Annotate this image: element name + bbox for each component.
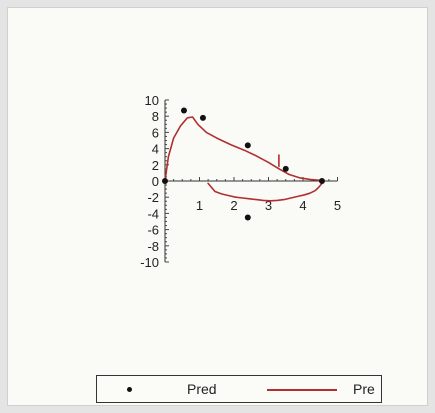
y-tick-label: -6 bbox=[147, 223, 159, 238]
x-tick-label: 4 bbox=[299, 198, 306, 213]
y-tick-label: 10 bbox=[145, 93, 159, 108]
series-line-pre-segment-2 bbox=[207, 180, 325, 202]
y-tick-label: 8 bbox=[152, 109, 159, 124]
legend-label-pred: Pred bbox=[187, 381, 217, 397]
y-tick-label: -8 bbox=[147, 239, 159, 254]
series-point-pred bbox=[162, 178, 168, 184]
x-tick-label: 1 bbox=[196, 198, 203, 213]
y-tick-label: 0 bbox=[152, 174, 159, 189]
y-tick-label: 6 bbox=[152, 125, 159, 140]
series-line-pre-segment-1 bbox=[164, 116, 325, 182]
legend: Pred Pre bbox=[96, 375, 382, 403]
y-tick-label: -10 bbox=[140, 255, 159, 270]
y-tick-label: -4 bbox=[147, 206, 159, 221]
chart-figure: 1 2 3 4 5 10 8 6 4 2 0 -2 -4 -6 -8 -10 Pred Pre bbox=[8, 8, 427, 405]
series-point-pred bbox=[282, 165, 289, 172]
y-tick-label: 2 bbox=[152, 158, 159, 173]
legend-marker-pre bbox=[267, 389, 337, 391]
x-tick-label: 3 bbox=[265, 198, 272, 213]
legend-marker-pred bbox=[127, 387, 132, 392]
y-tick-label: -2 bbox=[147, 190, 159, 205]
series-point-pred bbox=[199, 114, 206, 121]
legend-label-pre: Pre bbox=[353, 381, 375, 397]
series-point-pred bbox=[180, 107, 187, 114]
x-tick-label: 5 bbox=[334, 198, 341, 213]
series-point-pred bbox=[244, 214, 251, 221]
x-tick-label: 2 bbox=[230, 198, 237, 213]
y-tick-label: 4 bbox=[152, 142, 159, 157]
series-point-pred bbox=[318, 178, 325, 184]
series-point-pred bbox=[244, 142, 251, 149]
